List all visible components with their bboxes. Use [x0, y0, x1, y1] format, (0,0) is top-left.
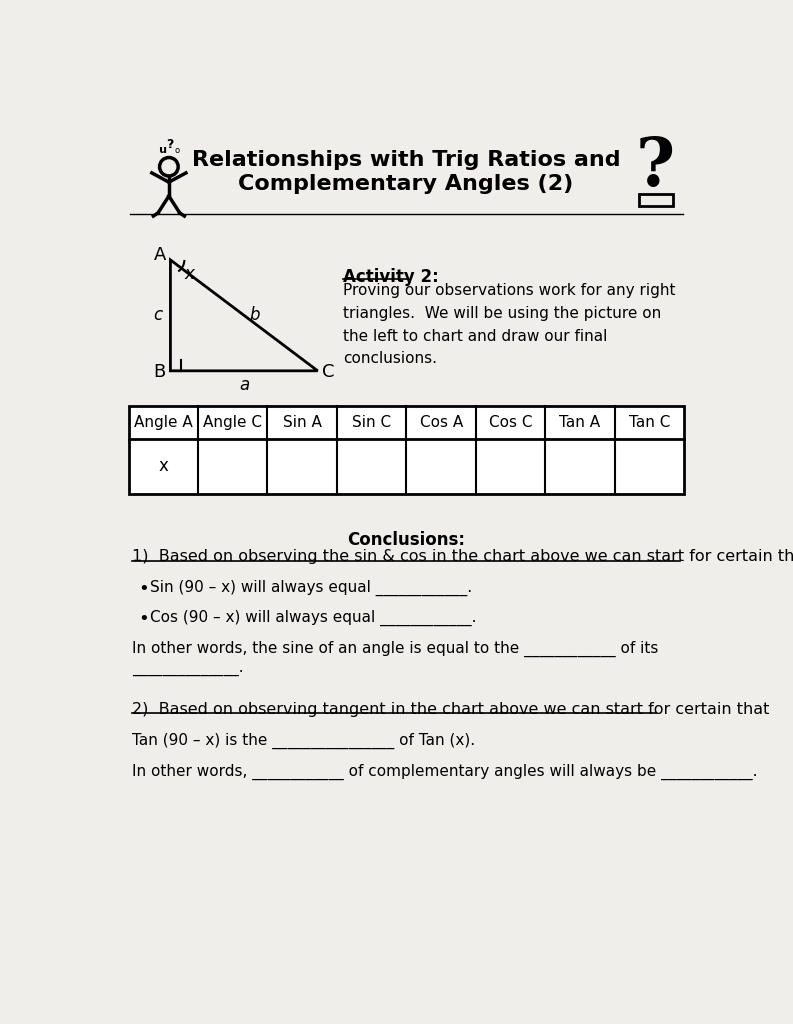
Text: Complementary Angles (2): Complementary Angles (2) [239, 174, 573, 195]
Text: Relationships with Trig Ratios and: Relationships with Trig Ratios and [192, 150, 620, 170]
Text: B: B [154, 364, 166, 381]
Text: Cos A: Cos A [419, 415, 463, 430]
Text: n: n [158, 143, 166, 154]
Text: Conclusions:: Conclusions: [347, 531, 465, 549]
Text: ?: ? [166, 138, 174, 152]
Text: Proving our observations work for any right
triangles.  We will be using the pic: Proving our observations work for any ri… [343, 283, 676, 367]
Text: Cos (90 – x) will always equal ____________.: Cos (90 – x) will always equal _________… [151, 609, 477, 626]
Text: o: o [174, 145, 180, 155]
Text: Tan (90 – x) is the ________________ of Tan (x).: Tan (90 – x) is the ________________ of … [132, 733, 475, 749]
Text: Angle C: Angle C [203, 415, 262, 430]
Bar [639, 194, 673, 206]
Text: 1)  Based on observing the sin & cos in the chart above we can start for certain: 1) Based on observing the sin & cos in t… [132, 550, 793, 564]
Text: In other words, ____________ of complementary angles will always be ____________: In other words, ____________ of compleme… [132, 764, 757, 779]
Text: c: c [154, 306, 163, 325]
Text: a: a [239, 376, 249, 393]
Text: Cos C: Cos C [488, 415, 532, 430]
Text: Sin (90 – x) will always equal ____________.: Sin (90 – x) will always equal _________… [151, 581, 473, 596]
Text: •: • [138, 581, 148, 598]
Text: In other words, the sine of an angle is equal to the ____________ of its: In other words, the sine of an angle is … [132, 640, 658, 656]
Text: Activity 2:: Activity 2: [343, 267, 439, 286]
Text: ?: ? [636, 135, 675, 200]
Text: C: C [322, 364, 335, 381]
Text: Tan A: Tan A [560, 415, 600, 430]
Text: Angle A: Angle A [134, 415, 193, 430]
Bar [128, 407, 684, 494]
Text: x: x [159, 458, 168, 475]
Text: Sin A: Sin A [283, 415, 322, 430]
Text: ______________.: ______________. [132, 662, 243, 677]
Text: 2)  Based on observing tangent in the chart above we can start for certain that: 2) Based on observing tangent in the cha… [132, 701, 769, 717]
Text: x: x [184, 265, 194, 283]
Text: •: • [138, 609, 148, 628]
Text: Tan C: Tan C [629, 415, 670, 430]
Text: A: A [153, 247, 166, 264]
Text: Sin C: Sin C [352, 415, 391, 430]
Text: b: b [250, 306, 260, 325]
